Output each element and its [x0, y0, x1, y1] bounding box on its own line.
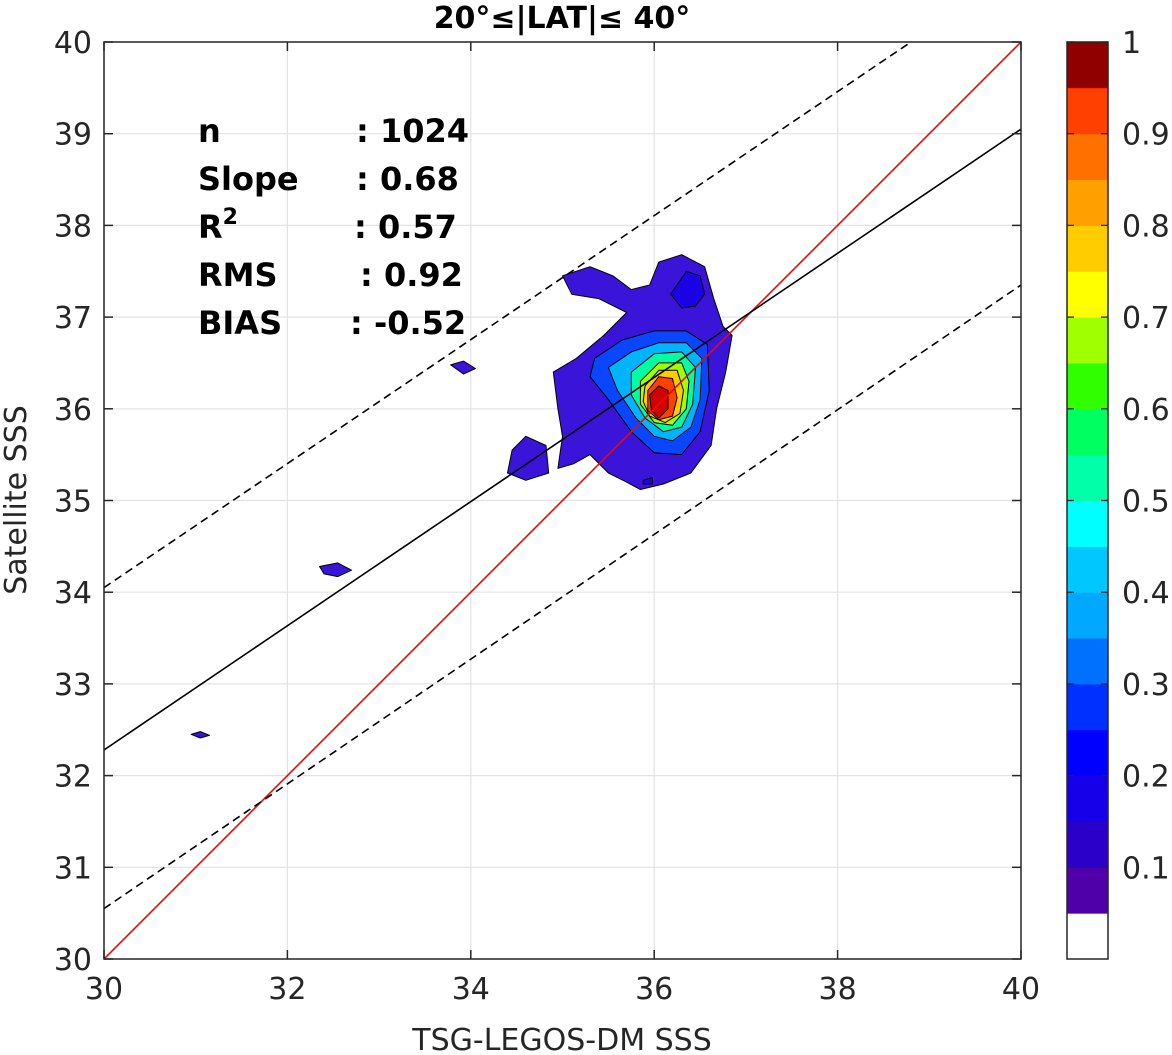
colorbar-segment [1067, 500, 1108, 547]
colorbar-segment [1067, 683, 1108, 731]
colorbar-tick-label: 0.2 [1122, 760, 1170, 795]
fit-lines [104, 42, 1021, 959]
y-tick-label: 33 [54, 668, 92, 703]
y-axis-label: Satellite SSS [0, 405, 34, 595]
x-tick-label: 34 [452, 972, 490, 1007]
colorbar-segment [1067, 729, 1108, 777]
colorbar-segment [1067, 821, 1108, 868]
colorbar-segment [1067, 317, 1108, 364]
contour-level-5 [670, 270, 706, 309]
y-tick-label: 36 [54, 393, 92, 428]
upper-bound-line [104, 42, 912, 589]
y-tick-label: 35 [54, 485, 92, 520]
colorbar-segment [1067, 867, 1108, 914]
contour-level-13 [642, 477, 653, 485]
stat-value: : 0.92 [360, 256, 463, 294]
colorbar-tick-label: 0.6 [1122, 393, 1170, 428]
y-tick-label: 32 [54, 760, 92, 795]
lower-bound-line [104, 284, 1021, 910]
colorbar-tick-label: 0.4 [1122, 576, 1170, 611]
colorbar-segment [1067, 408, 1108, 456]
stat-value: : 1024 [356, 112, 469, 150]
stat-label: RMS [198, 256, 278, 294]
colorbar-tick-label: 0.9 [1122, 118, 1170, 153]
one-to-one-line [104, 42, 1021, 959]
stat-label: BIAS [198, 304, 282, 342]
axis-ticks: 30 32 34 36 38 40 30 31 32 33 34 35 36 37 38 39 40 [54, 26, 1040, 1007]
colorbar-segment [1067, 133, 1108, 181]
colorbar-segment [1067, 638, 1108, 685]
colorbar-segment [1067, 362, 1108, 410]
y-tick-label: 40 [54, 26, 92, 61]
y-tick-label: 31 [54, 851, 92, 886]
stat-label: Slope [198, 160, 299, 198]
y-tick-label: 37 [54, 301, 92, 336]
colorbar-segment [1067, 592, 1108, 639]
colorbar-tick-label: 1 [1122, 26, 1141, 61]
colorbar-segment [1067, 454, 1108, 501]
stat-label: n [198, 112, 221, 150]
stat-value: : 0.57 [354, 208, 457, 246]
x-axis-label: TSG-LEGOS-DM SSS [411, 1023, 712, 1055]
colorbar-tick-label: 0.8 [1122, 209, 1170, 244]
contour-level-2 [450, 360, 476, 375]
colorbar-segment [1067, 179, 1108, 226]
y-tick-label: 38 [54, 209, 92, 244]
colorbar-segment [1067, 87, 1108, 135]
colorbar-segment [1067, 546, 1108, 593]
stat-label: R2 [198, 205, 238, 246]
x-tick-label: 32 [268, 972, 306, 1007]
colorbar-tick-label: 0.3 [1122, 668, 1170, 703]
grid-lines [103, 41, 1022, 960]
regression-line [104, 128, 1021, 751]
colorbar-tick-label: 0.7 [1122, 301, 1170, 336]
colorbar: 0.1 0.2 0.3 0.4 0.5 0.6 0.7 0.8 0.9 1 [1066, 26, 1170, 960]
colorbar-segment [1067, 913, 1108, 960]
stat-value: : -0.52 [350, 304, 466, 342]
y-tick-label: 39 [54, 118, 92, 153]
colorbar-segment [1067, 775, 1108, 822]
stat-value: : 0.68 [356, 160, 459, 198]
x-tick-label: 30 [85, 972, 123, 1007]
contour-level-4 [190, 731, 210, 739]
colorbar-tick-label: 0.5 [1122, 485, 1170, 520]
colorbar-tick-label: 0.1 [1122, 851, 1170, 886]
contour-level-3 [319, 562, 353, 578]
x-tick-label: 40 [1002, 972, 1040, 1007]
y-tick-label: 34 [54, 576, 92, 611]
contour-fills [190, 254, 733, 739]
colorbar-segment [1067, 271, 1108, 318]
colorbar-segment-top [1067, 42, 1108, 88]
x-tick-label: 38 [819, 972, 857, 1007]
colorbar-segment [1067, 225, 1108, 272]
chart-title: 20°≤|LAT|≤ 40° [434, 1, 691, 36]
x-tick-label: 36 [635, 972, 673, 1007]
y-tick-label: 30 [54, 943, 92, 978]
stats-box: n : 1024 Slope : 0.68 R2 : 0.57 RMS : 0.92 BIAS:… [198, 112, 469, 342]
